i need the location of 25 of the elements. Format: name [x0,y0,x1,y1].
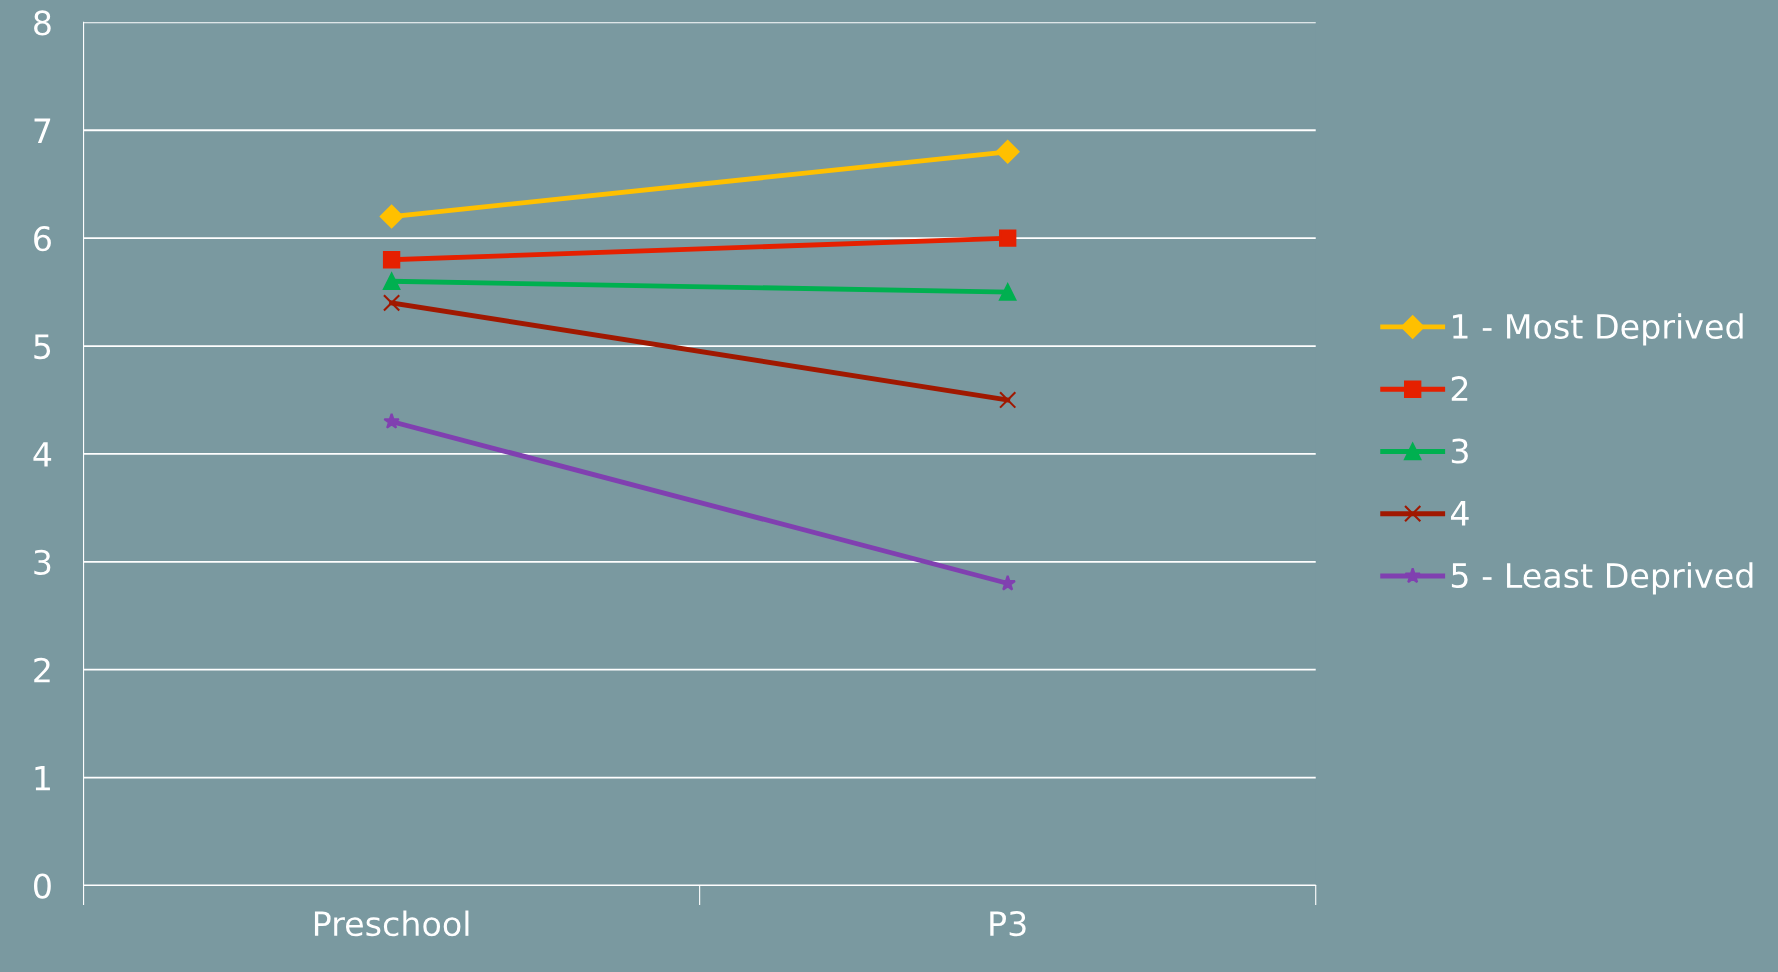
point [995,139,1020,164]
point [383,412,400,429]
y-tick-label: 4 [33,442,52,467]
y-tick-label: 2 [34,657,50,683]
x-tick-label: Preschool [314,910,469,937]
legend-label: 2 [1451,376,1468,401]
legend-label: 5 - Least Deprived [1451,562,1753,595]
point [999,229,1017,247]
y-tick-label: 5 [34,334,51,360]
y-tick-label: 0 [34,873,51,899]
point [382,272,401,290]
point [382,294,401,312]
point [999,283,1017,301]
point [379,204,404,229]
y-tick-label: 6 [34,226,51,252]
y-tick-label: 8 [34,10,51,36]
x-tick-label: P3 [990,911,1026,937]
y-tick-label: 3 [34,549,51,575]
point [999,391,1017,409]
y-tick-label: 7 [34,118,51,143]
y-tick-label: 1 [35,765,50,791]
legend-label: 4 [1450,501,1469,526]
point [382,251,401,269]
legend-label: 1 - Most Deprived [1453,313,1743,346]
legend-label: 3 [1451,438,1468,464]
